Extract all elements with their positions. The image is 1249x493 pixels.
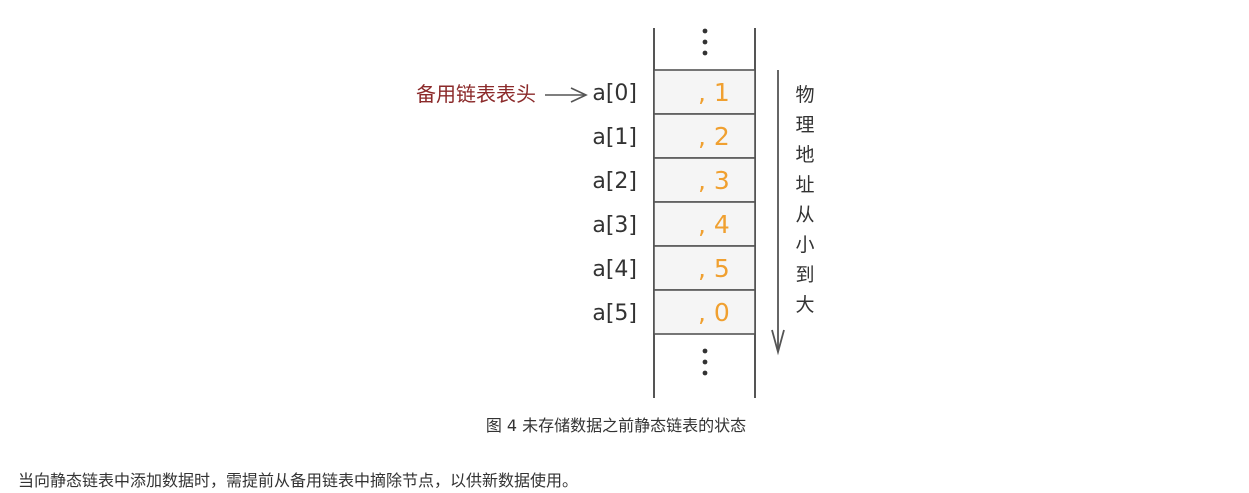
array-cell-value: , 4 [698,210,730,239]
array-cells: , 1 a[0] , 2 a[1] , 3 a[2] , 4 a[3] , 5 a[4] , 0 a[… [592,69,756,335]
array-cell-value: , 0 [698,298,730,327]
physical-address-char: 地 [795,144,814,166]
array-cell-value: , 2 [698,122,730,151]
address-direction-arrow-icon [771,70,785,356]
figure-caption: 图 4 未存储数据之前静态链表的状态 [485,416,747,435]
array-index-label: a[5] [592,301,637,326]
array-index-label: a[2] [592,169,637,194]
array-cell-box [653,157,756,203]
array-cell-box [653,289,756,335]
physical-address-char: 理 [795,114,814,136]
head-arrow-icon [545,87,588,103]
physical-address-char: 到 [795,264,814,286]
top-ellipsis-icon [702,28,708,56]
physical-address-char: 从 [795,204,814,226]
array-cell-value: , 3 [698,166,730,195]
array-cell-value: , 5 [698,254,730,283]
array-cell-box [653,245,756,291]
bottom-ellipsis-icon [702,348,708,376]
array-cell: , 1 a[0] [592,69,756,115]
body-paragraph: 当向静态链表中添加数据时，需提前从备用链表中摘除节点，以供新数据使用。 [18,471,579,490]
array-cell: , 2 a[1] [592,113,756,159]
array-cell: , 0 a[5] [592,289,756,335]
static-linked-list-diagram: , 1 a[0] , 2 a[1] , 3 a[2] , 4 a[3] , 5 a[4] , 0 a[… [416,28,815,398]
array-index-label: a[1] [592,125,637,150]
array-index-label: a[3] [592,213,637,238]
array-cell: , 5 a[4] [592,245,756,291]
array-cell: , 4 a[3] [592,201,756,247]
array-cell-box [653,113,756,159]
array-cell-box [653,69,756,115]
backup-list-head-label: 备用链表表头 [416,82,536,106]
array-index-label: a[0] [592,81,637,106]
array-cell-box [653,201,756,247]
array-index-label: a[4] [592,257,637,282]
physical-address-char: 址 [795,174,814,196]
physical-address-char: 大 [795,294,814,316]
physical-address-char: 物 [795,84,814,106]
physical-address-char: 小 [795,234,814,256]
array-cell: , 3 a[2] [592,157,756,203]
array-cell-value: , 1 [698,78,730,107]
